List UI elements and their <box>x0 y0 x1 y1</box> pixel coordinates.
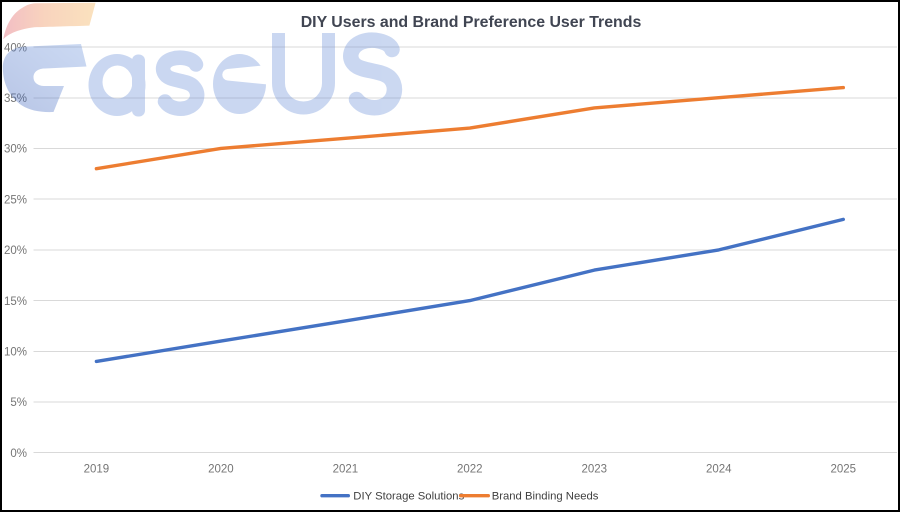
svg-text:2024: 2024 <box>706 464 732 476</box>
svg-text:DIY Storage Solutions: DIY Storage Solutions <box>353 491 464 503</box>
svg-text:2023: 2023 <box>582 464 608 476</box>
svg-text:25%: 25% <box>4 194 27 206</box>
svg-text:30%: 30% <box>4 144 27 156</box>
svg-text:5%: 5% <box>10 397 27 409</box>
svg-text:2025: 2025 <box>831 464 857 476</box>
svg-text:10%: 10% <box>4 347 27 359</box>
svg-text:0%: 0% <box>10 448 27 460</box>
svg-text:2021: 2021 <box>333 464 359 476</box>
svg-text:2020: 2020 <box>208 464 234 476</box>
svg-text:2019: 2019 <box>84 464 110 476</box>
svg-text:2022: 2022 <box>457 464 483 476</box>
svg-text:Brand Binding Needs: Brand Binding Needs <box>492 491 599 503</box>
svg-text:20%: 20% <box>4 245 27 257</box>
svg-text:DIY Users and Brand Preference: DIY Users and Brand Preference User Tren… <box>301 14 642 31</box>
svg-text:15%: 15% <box>4 296 27 308</box>
